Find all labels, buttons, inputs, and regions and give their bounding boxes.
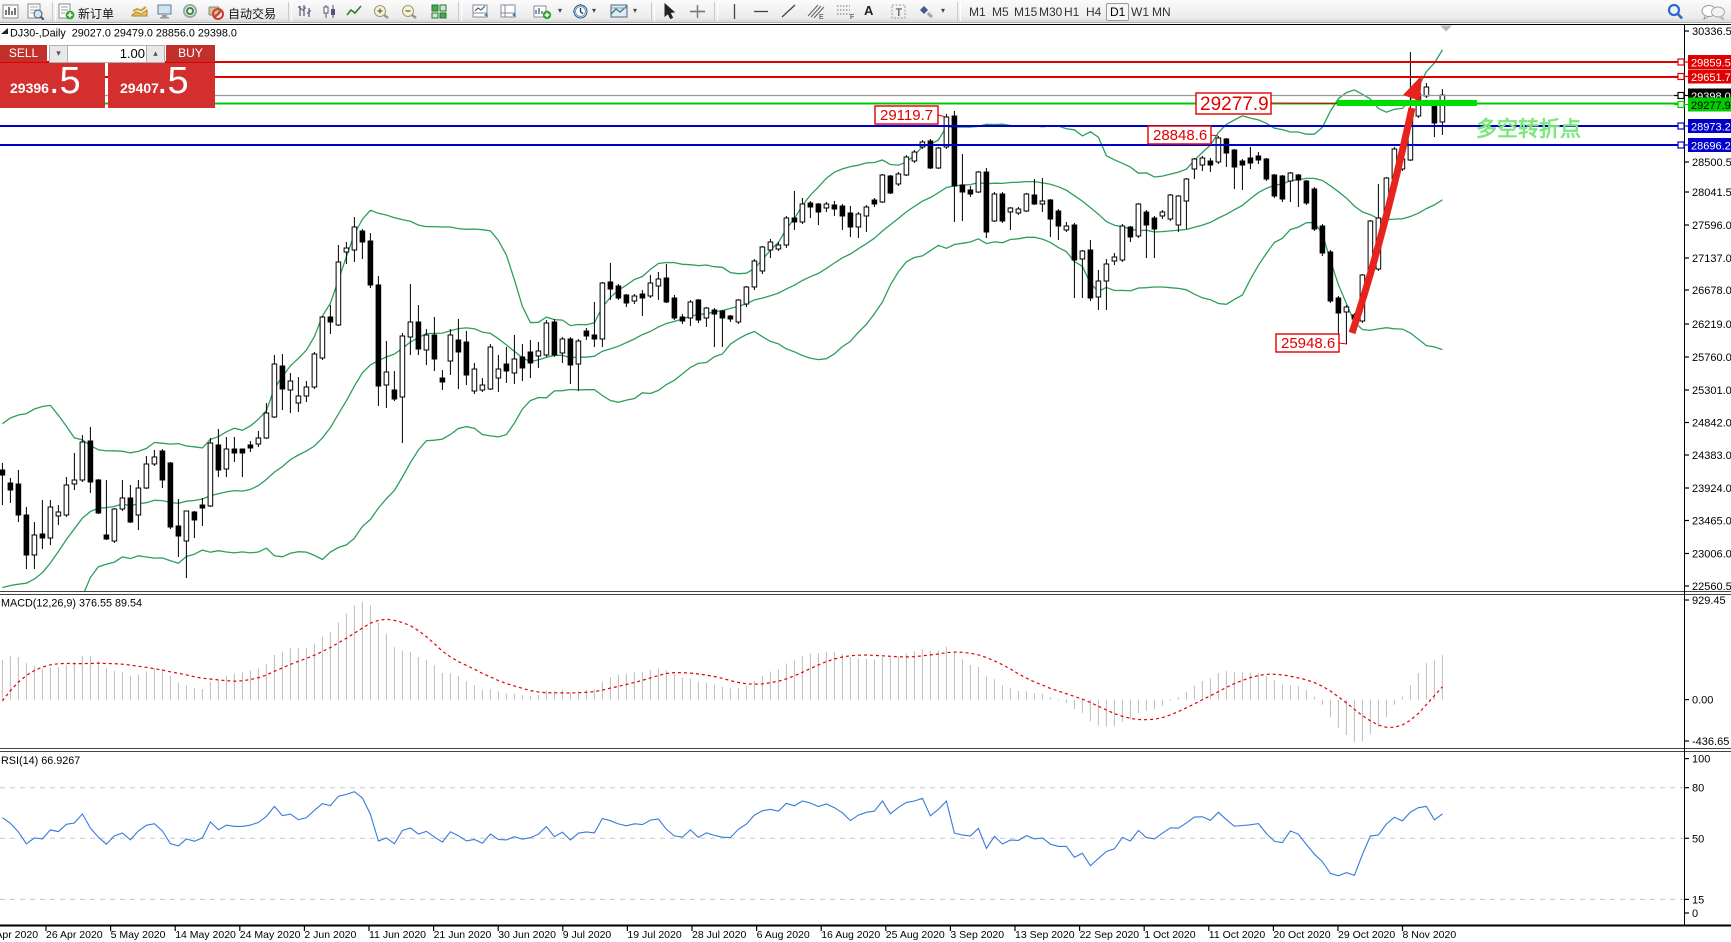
- svg-text:21 Jun 2020: 21 Jun 2020: [434, 929, 492, 941]
- svg-text:29277.9: 29277.9: [1691, 100, 1731, 112]
- svg-text:9 Jul 2020: 9 Jul 2020: [563, 929, 612, 941]
- svg-text:22 Sep 2020: 22 Sep 2020: [1080, 929, 1140, 941]
- svg-text:2 Jun 2020: 2 Jun 2020: [304, 929, 356, 941]
- svg-text:50: 50: [1692, 833, 1704, 845]
- svg-text:29 Oct 2020: 29 Oct 2020: [1338, 929, 1395, 941]
- svg-text:28 Jul 2020: 28 Jul 2020: [692, 929, 746, 941]
- svg-text:1 Oct 2020: 1 Oct 2020: [1144, 929, 1196, 941]
- svg-text:29859.5: 29859.5: [1691, 58, 1731, 70]
- svg-text:24383.0: 24383.0: [1692, 450, 1731, 462]
- svg-text:T: T: [896, 7, 903, 19]
- svg-text:16 Aug 2020: 16 Aug 2020: [821, 929, 880, 941]
- svg-text:25301.0: 25301.0: [1692, 385, 1731, 397]
- svg-text:8 Nov 2020: 8 Nov 2020: [1403, 929, 1457, 941]
- svg-text:RSI(14) 66.9267: RSI(14) 66.9267: [1, 755, 80, 767]
- svg-text:23465.0: 23465.0: [1692, 516, 1731, 528]
- svg-text:28500.5: 28500.5: [1692, 157, 1731, 169]
- svg-text:22560.5: 22560.5: [1692, 581, 1731, 593]
- svg-text:26 Apr 2020: 26 Apr 2020: [46, 929, 103, 941]
- svg-text:25948.6: 25948.6: [1281, 335, 1335, 352]
- svg-text:25760.0: 25760.0: [1692, 352, 1731, 364]
- svg-text:19 Jul 2020: 19 Jul 2020: [627, 929, 681, 941]
- svg-text:MACD(12,26,9) 376.55 89.54: MACD(12,26,9) 376.55 89.54: [1, 598, 142, 610]
- svg-text:13 Sep 2020: 13 Sep 2020: [1015, 929, 1075, 941]
- svg-text:28848.6: 28848.6: [1153, 127, 1207, 144]
- svg-text:DJ30-,Daily 29027.0 29479.0 2: DJ30-,Daily 29027.0 29479.0 28856.0 2939…: [10, 28, 237, 40]
- svg-text:30336.5: 30336.5: [1692, 26, 1731, 38]
- svg-text:E: E: [819, 14, 824, 20]
- svg-text:24842.0: 24842.0: [1692, 418, 1731, 430]
- svg-text:30 Jun 2020: 30 Jun 2020: [498, 929, 556, 941]
- svg-text:27137.0: 27137.0: [1692, 253, 1731, 265]
- svg-text:20 Oct 2020: 20 Oct 2020: [1273, 929, 1330, 941]
- svg-text:26219.0: 26219.0: [1692, 319, 1731, 331]
- svg-text:多空转折点: 多空转折点: [1476, 117, 1581, 141]
- svg-text:29119.7: 29119.7: [880, 107, 933, 124]
- svg-text:11 Jun 2020: 11 Jun 2020: [369, 929, 426, 941]
- svg-text:28973.2: 28973.2: [1691, 122, 1731, 134]
- svg-text:23006.0: 23006.0: [1692, 549, 1731, 561]
- svg-text:25 Aug 2020: 25 Aug 2020: [886, 929, 945, 941]
- svg-text:23924.0: 23924.0: [1692, 483, 1731, 495]
- svg-text:929.45: 929.45: [1692, 595, 1726, 607]
- svg-text:26678.0: 26678.0: [1692, 285, 1731, 297]
- svg-text:-436.65: -436.65: [1692, 736, 1729, 748]
- svg-text:0: 0: [1692, 908, 1698, 920]
- svg-text:F: F: [850, 14, 854, 20]
- svg-text:14 May 2020: 14 May 2020: [175, 929, 236, 941]
- svg-text:11 Oct 2020: 11 Oct 2020: [1209, 929, 1266, 941]
- svg-text:5 May 2020: 5 May 2020: [111, 929, 166, 941]
- svg-text:29651.7: 29651.7: [1691, 72, 1731, 84]
- svg-text:15: 15: [1692, 894, 1704, 906]
- svg-text:28696.2: 28696.2: [1691, 141, 1731, 153]
- svg-text:27596.0: 27596.0: [1692, 220, 1731, 232]
- svg-text:6 Aug 2020: 6 Aug 2020: [757, 929, 810, 941]
- svg-text:100: 100: [1692, 754, 1710, 766]
- svg-text:0.00: 0.00: [1692, 695, 1713, 707]
- svg-text:24 May 2020: 24 May 2020: [240, 929, 301, 941]
- svg-text:29277.9: 29277.9: [1200, 94, 1269, 115]
- svg-text:15 Apr 2020: 15 Apr 2020: [0, 929, 38, 941]
- svg-text:80: 80: [1692, 783, 1704, 795]
- svg-text:28041.5: 28041.5: [1692, 187, 1731, 199]
- svg-text:3 Sep 2020: 3 Sep 2020: [950, 929, 1004, 941]
